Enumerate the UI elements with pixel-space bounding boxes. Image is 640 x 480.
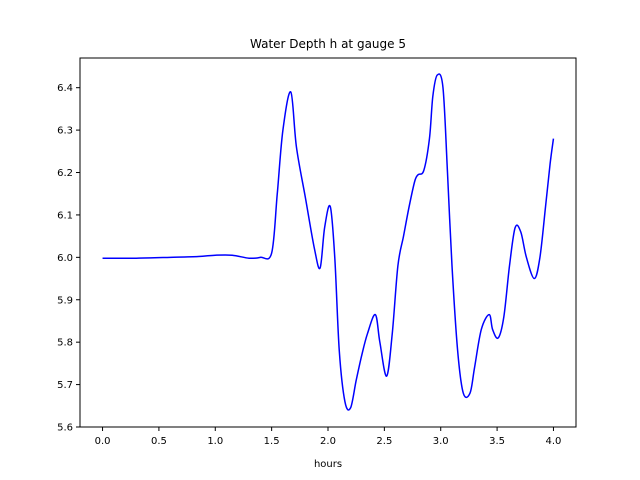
x-tick-label: 2.5 [376,436,392,447]
x-axis: 0.0 0.5 1.0 1.5 2.0 2.5 3.0 3.5 4.0 [95,427,562,447]
chart-title: Water Depth h at gauge 5 [250,37,406,51]
x-tick-label: 3.0 [433,436,449,447]
y-tick-label: 5.6 [57,423,73,434]
x-tick-label: 3.5 [489,436,505,447]
x-tick-label: 2.0 [320,436,336,447]
y-tick-label: 6.0 [57,253,73,264]
plot-frame [79,57,577,428]
y-tick-label: 5.9 [57,295,73,306]
y-tick-label: 6.1 [57,210,73,221]
x-axis-label: hours [314,459,342,470]
y-tick-label: 5.7 [57,380,73,391]
x-tick-label: 1.5 [264,436,280,447]
y-tick-label: 6.2 [57,168,73,179]
x-tick-label: 0.0 [95,436,111,447]
y-tick-label: 6.4 [57,83,73,94]
y-axis: 5.6 5.7 5.8 5.9 6.0 6.1 6.2 6.3 6.4 [57,83,80,434]
x-tick-label: 1.0 [207,436,223,447]
series-line-0 [102,73,555,411]
series-line-group [102,73,555,411]
x-tick-label: 0.5 [151,436,167,447]
x-tick-label: 4.0 [546,436,562,447]
y-tick-label: 5.8 [57,338,73,349]
y-tick-label: 6.3 [57,126,73,137]
